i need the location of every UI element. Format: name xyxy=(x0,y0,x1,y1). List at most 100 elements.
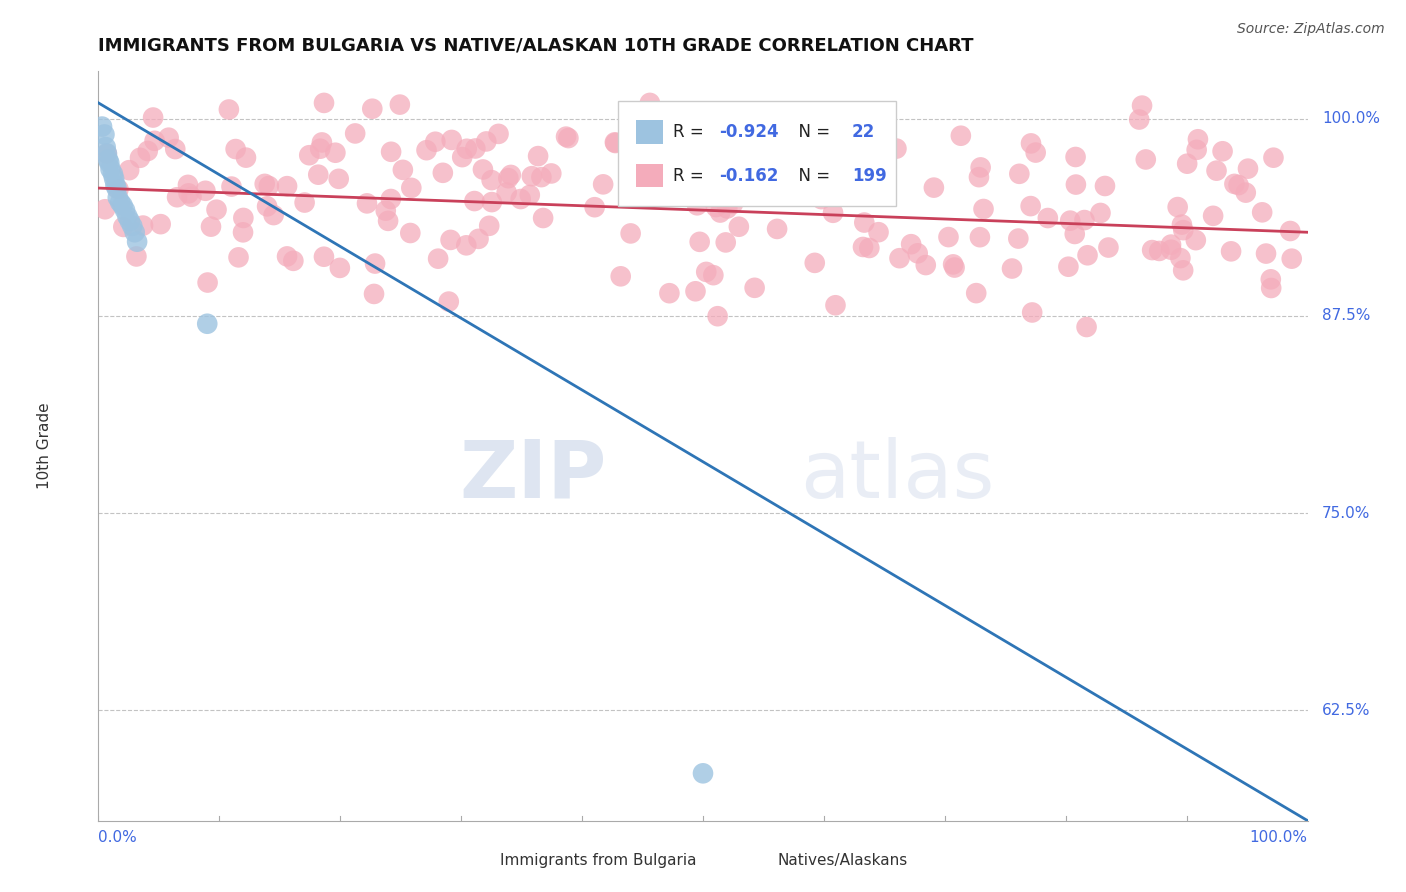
Text: R =: R = xyxy=(672,167,709,185)
Point xyxy=(1187,132,1209,146)
Point xyxy=(114,203,136,218)
Point xyxy=(256,199,278,213)
Point xyxy=(1260,272,1282,286)
Point xyxy=(197,276,219,290)
Point xyxy=(1260,281,1282,295)
Point xyxy=(232,211,254,225)
Point xyxy=(620,227,643,241)
Point xyxy=(177,186,200,201)
Point xyxy=(344,127,367,141)
Point xyxy=(1063,227,1085,241)
FancyBboxPatch shape xyxy=(465,853,496,872)
Point xyxy=(841,115,863,129)
Point xyxy=(1173,263,1195,277)
Point xyxy=(415,143,437,157)
Point xyxy=(253,177,276,191)
Point xyxy=(1234,186,1257,200)
Point xyxy=(1064,178,1087,192)
Point xyxy=(942,257,965,271)
Point xyxy=(498,171,520,186)
Point xyxy=(1263,151,1285,165)
Text: N =: N = xyxy=(787,123,835,141)
Point xyxy=(969,230,991,244)
Point xyxy=(938,230,960,244)
Point xyxy=(165,142,187,156)
Text: 62.5%: 62.5% xyxy=(1322,703,1371,718)
Point xyxy=(98,156,121,170)
Point xyxy=(221,179,243,194)
Point xyxy=(716,202,738,216)
Point xyxy=(294,195,316,210)
Point xyxy=(530,170,553,185)
Point xyxy=(1036,211,1059,225)
Point xyxy=(557,131,579,145)
Point xyxy=(107,182,129,196)
Point xyxy=(827,163,849,178)
Point xyxy=(108,195,131,210)
Point xyxy=(1090,206,1112,220)
Point xyxy=(1008,167,1031,181)
Point xyxy=(312,250,335,264)
Point xyxy=(727,219,749,234)
Point xyxy=(1185,143,1208,157)
Point xyxy=(801,173,824,187)
Point xyxy=(858,241,880,255)
Point xyxy=(312,95,335,110)
Point xyxy=(499,168,522,182)
Point xyxy=(922,180,945,194)
Point xyxy=(969,161,991,175)
Point xyxy=(124,225,146,239)
Point xyxy=(973,202,995,216)
Point xyxy=(1205,163,1227,178)
Point xyxy=(509,192,531,206)
Point xyxy=(166,190,188,204)
Point xyxy=(1160,243,1182,257)
Point xyxy=(852,170,875,185)
Point xyxy=(531,211,554,225)
Point xyxy=(107,190,129,204)
Point xyxy=(686,198,709,212)
Point xyxy=(1173,223,1195,237)
Point xyxy=(283,253,305,268)
Point xyxy=(329,260,352,275)
Point xyxy=(364,256,387,270)
Point xyxy=(136,144,159,158)
Point xyxy=(276,249,298,263)
Point xyxy=(112,219,135,234)
Point xyxy=(325,145,347,160)
Point xyxy=(692,766,714,780)
Point xyxy=(1223,177,1246,191)
Point xyxy=(856,116,879,130)
Point xyxy=(1237,161,1260,176)
Point xyxy=(93,128,115,142)
Text: -0.924: -0.924 xyxy=(718,123,779,141)
Point xyxy=(440,133,463,147)
Point xyxy=(907,246,929,260)
Point xyxy=(118,214,141,228)
Point xyxy=(1076,248,1098,262)
Point xyxy=(1220,244,1243,259)
Point xyxy=(437,294,460,309)
Point xyxy=(1149,244,1171,258)
Point xyxy=(555,129,578,144)
Point xyxy=(495,186,517,200)
Point xyxy=(735,151,758,165)
Point xyxy=(1025,145,1047,160)
Point xyxy=(967,170,990,185)
Point xyxy=(824,298,846,312)
Point xyxy=(218,103,240,117)
Point xyxy=(748,161,770,176)
FancyBboxPatch shape xyxy=(637,163,664,187)
Point xyxy=(463,194,485,208)
Point xyxy=(744,281,766,295)
Point xyxy=(91,120,114,134)
Point xyxy=(1019,136,1042,151)
Point xyxy=(679,189,702,203)
Text: R =: R = xyxy=(672,123,709,141)
Point xyxy=(740,159,762,173)
Point xyxy=(467,232,489,246)
Point xyxy=(965,286,987,301)
Point xyxy=(1254,246,1277,260)
Point xyxy=(758,127,780,141)
Point xyxy=(235,151,257,165)
